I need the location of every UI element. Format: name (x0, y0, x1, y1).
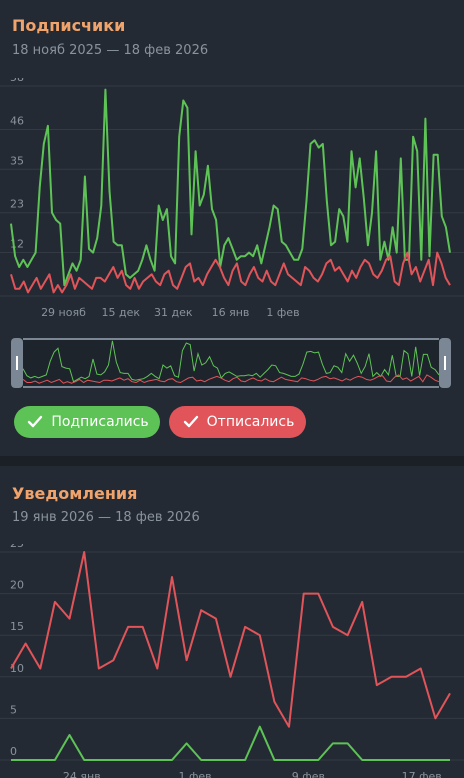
navigator-track (11, 338, 451, 388)
subscribers-card: Подписчики 18 нояб 2025 — 18 фев 2026 12… (0, 16, 464, 438)
x-tick-label: 24 янв (63, 770, 101, 778)
handle-grip-right (444, 356, 446, 370)
button-label: Отписались (206, 414, 295, 430)
navigator-series-line (22, 374, 440, 384)
series-line (11, 725, 450, 761)
series-line (10, 88, 451, 287)
check-icon (28, 415, 43, 428)
card-title: Подписчики (12, 16, 126, 35)
y-tick-label: 58 (10, 78, 24, 84)
check-icon (183, 415, 198, 428)
card-separator (0, 456, 464, 466)
y-tick-label: 5 (10, 703, 17, 716)
x-tick-label: 1 фев (266, 306, 299, 318)
y-tick-label: 46 (10, 114, 24, 127)
x-tick-label: 15 дек (101, 306, 140, 318)
range-bottom-border (23, 386, 439, 388)
y-tick-label: 0 (10, 745, 17, 758)
x-tick-label: 1 фев (179, 770, 212, 778)
range-navigator[interactable] (11, 338, 451, 388)
toggle-unsubscribed-button[interactable]: Отписались (169, 406, 306, 438)
x-tick-label: 16 янв (212, 306, 250, 318)
range-top-border (23, 338, 439, 340)
card-title: Уведомления (12, 484, 138, 503)
y-tick-label: 25 (10, 544, 24, 550)
series-line (10, 551, 451, 728)
date-range: 18 нояб 2025 — 18 фев 2026 (12, 43, 209, 58)
y-tick-label: 23 (10, 198, 24, 211)
series-line (10, 251, 451, 294)
x-tick-label: 29 нояб (41, 306, 86, 318)
x-tick-label: 17 фев (402, 770, 442, 778)
date-range: 19 янв 2026 — 18 фев 2026 (12, 510, 200, 525)
x-tick-label: 31 дек (154, 306, 193, 318)
handle-grip-left (16, 356, 18, 370)
y-tick-label: 15 (10, 620, 24, 633)
y-tick-label: 20 (10, 579, 24, 592)
y-tick-label: 35 (10, 154, 24, 167)
notifications-card: Уведомления 19 янв 2026 — 18 фев 2026 0 5… (0, 466, 464, 778)
button-label: Подписались (51, 414, 149, 430)
toggle-subscribed-button[interactable]: Подписались (14, 406, 160, 438)
x-tick-label: 9 фев (292, 770, 325, 778)
navigator-series-line (22, 340, 440, 383)
